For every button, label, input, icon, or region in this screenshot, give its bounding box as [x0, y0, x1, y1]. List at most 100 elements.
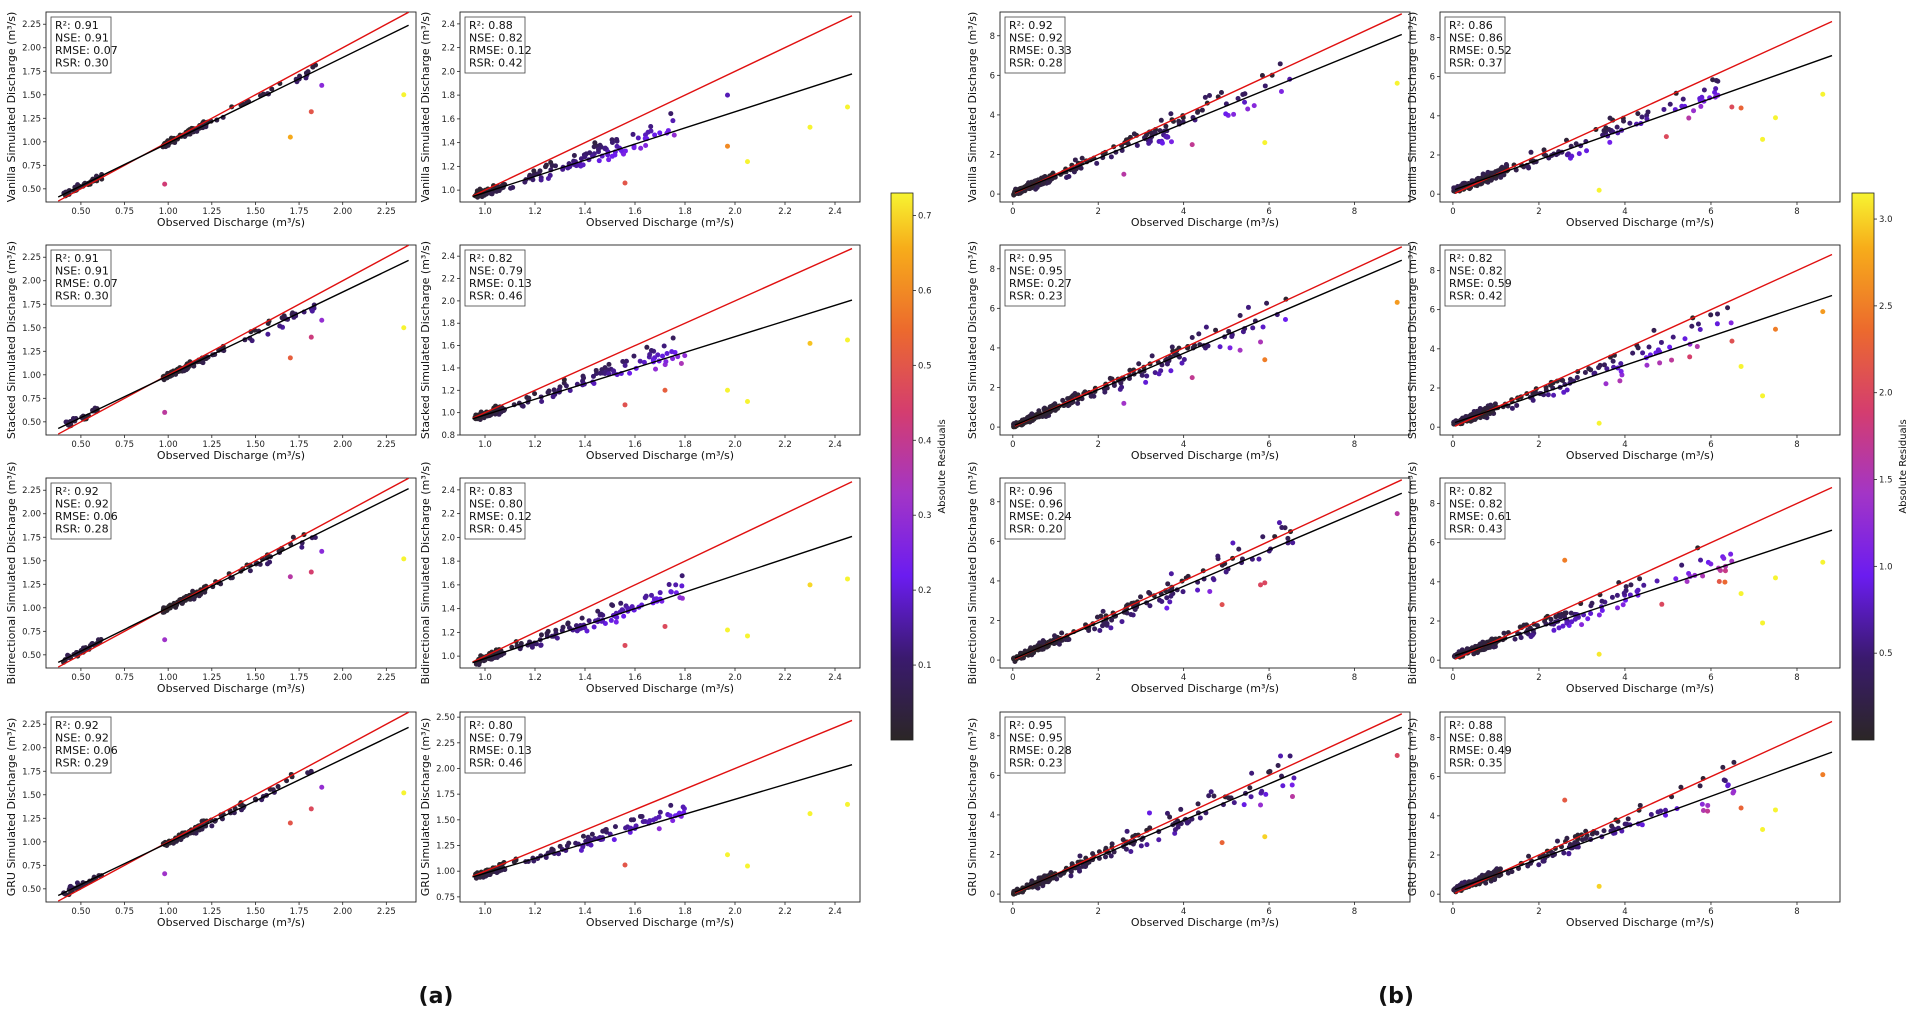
y-tick-label: 6 — [990, 304, 995, 314]
data-point — [641, 359, 647, 365]
data-point — [1179, 360, 1185, 366]
stats-line: NSE: 0.80 — [469, 498, 523, 511]
data-point — [1210, 576, 1216, 582]
data-point — [1641, 582, 1647, 588]
data-point — [162, 181, 168, 187]
data-point — [1760, 393, 1766, 399]
stats-box-frame — [50, 716, 112, 774]
stats-line: R²: 0.86 — [1449, 19, 1493, 32]
data-point — [606, 157, 612, 163]
one-to-one-line — [1014, 13, 1403, 194]
one-to-one-line — [1454, 486, 1833, 660]
data-point — [1149, 353, 1155, 359]
colorbar-tick-label: 0.6 — [918, 286, 932, 296]
data-point — [596, 146, 602, 152]
data-point — [1699, 801, 1705, 807]
y-tick-label: 0.75 — [436, 893, 455, 903]
data-point — [1603, 381, 1609, 387]
x-tick-label: 2.0 — [728, 440, 742, 450]
data-point — [630, 131, 636, 137]
x-tick-label: 4 — [1181, 673, 1186, 683]
data-point — [1760, 620, 1766, 626]
stats-line: RSR: 0.46 — [469, 757, 523, 770]
data-point — [1721, 777, 1727, 783]
data-point — [611, 837, 617, 843]
stats-line: RMSE: 0.12 — [469, 510, 532, 523]
x-tick-label: 1.50 — [246, 440, 265, 450]
data-point — [1640, 350, 1646, 356]
data-point — [1059, 630, 1065, 636]
data-point — [1679, 103, 1685, 109]
stats-line: RSR: 0.42 — [1449, 290, 1503, 303]
data-point — [1705, 808, 1711, 814]
data-point — [1553, 614, 1559, 620]
x-tick-label: 1.4 — [578, 673, 592, 683]
data-point — [1603, 125, 1609, 131]
data-point — [1205, 343, 1211, 349]
y-tick-label: 0 — [1430, 190, 1435, 200]
x-axis-label: Observed Discharge (m³/s) — [157, 682, 305, 695]
y-tick-label: 2 — [1430, 851, 1435, 861]
y-tick-label: 4 — [990, 811, 995, 821]
data-point — [1291, 775, 1297, 781]
x-axis-label: Observed Discharge (m³/s) — [1131, 916, 1279, 929]
data-point — [1627, 120, 1633, 126]
stats-line: R²: 0.82 — [1449, 485, 1493, 498]
data-point — [1196, 331, 1202, 337]
colorbar-gradient — [1851, 192, 1875, 741]
data-point — [625, 605, 631, 611]
data-point — [1260, 324, 1266, 330]
data-point — [1596, 420, 1602, 426]
data-point — [677, 595, 683, 601]
data-point — [546, 388, 552, 394]
x-tick-label: 1.0 — [478, 440, 492, 450]
y-tick-label: 2.25 — [22, 253, 41, 263]
data-point — [508, 185, 514, 191]
x-tick-label: 1.75 — [290, 440, 309, 450]
data-point — [1669, 357, 1675, 363]
data-point — [1579, 622, 1585, 628]
data-point — [1250, 325, 1256, 331]
data-point — [1637, 802, 1643, 808]
data-point — [1541, 147, 1547, 153]
data-point — [644, 344, 650, 350]
x-tick-label: 6 — [1708, 673, 1713, 683]
data-point — [545, 175, 551, 181]
data-point — [1277, 61, 1283, 67]
stats-line: RMSE: 0.13 — [469, 744, 532, 757]
data-point — [1101, 621, 1107, 627]
y-axis-label: GRU Simulated Discharge (m³/s) — [966, 718, 979, 897]
data-point — [1545, 392, 1551, 398]
data-point — [264, 561, 270, 567]
data-point — [1639, 114, 1645, 120]
stats-line: NSE: 0.92 — [1009, 32, 1063, 45]
data-point — [1651, 327, 1657, 333]
data-point — [845, 104, 850, 110]
x-tick-label: 4 — [1181, 207, 1186, 217]
scatter-panel-a-4: 1.0 1.2 1.4 1.6 1.8 2.0 2.2 2.4 0.8 1.0 1.2 1.4 1.6 1… — [419, 241, 861, 462]
x-tick-label: 2.4 — [828, 673, 842, 683]
x-tick-label: 8 — [1794, 673, 1799, 683]
data-point — [319, 317, 325, 323]
data-point — [1225, 795, 1231, 801]
colorbar-label: Absolute Residuals — [1898, 419, 1906, 513]
data-point — [1634, 588, 1640, 594]
data-point — [1596, 883, 1602, 889]
data-point — [1728, 551, 1734, 557]
data-point — [1242, 91, 1248, 97]
x-tick-label: 2 — [1536, 907, 1541, 917]
x-tick-label: 2.0 — [728, 673, 742, 683]
data-point — [1278, 753, 1284, 759]
data-point — [538, 642, 544, 648]
x-axis-label: Observed Discharge (m³/s) — [586, 916, 734, 929]
data-point — [1289, 782, 1295, 788]
data-point — [1287, 753, 1293, 759]
regression-line — [1454, 294, 1833, 424]
data-point — [1586, 366, 1592, 372]
colorbar-tick-label: 1.0 — [1879, 562, 1893, 572]
data-point — [1262, 140, 1268, 146]
data-point — [1168, 139, 1174, 145]
y-tick-label: 8 — [990, 32, 995, 42]
